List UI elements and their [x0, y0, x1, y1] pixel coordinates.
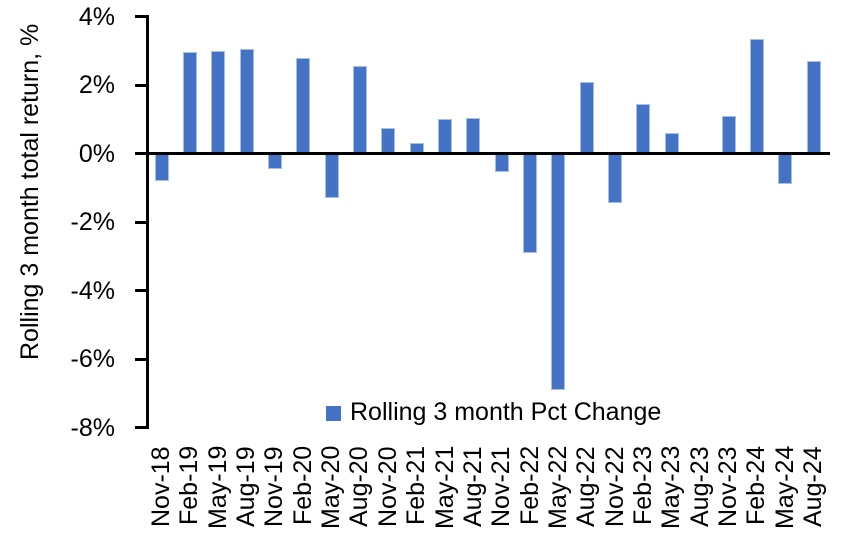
x-tick-label: Nov-22 [600, 446, 629, 527]
y-tick-label: -8% [70, 413, 115, 442]
x-tick-label: Nov-18 [147, 446, 175, 527]
bar [182, 52, 197, 154]
x-tick-label: Nov-19 [260, 446, 289, 527]
bar [239, 49, 254, 154]
bar [806, 61, 821, 154]
y-tick-label: 4% [78, 2, 115, 31]
bar [381, 127, 396, 154]
x-tick-label: May-19 [203, 445, 232, 529]
bar [267, 153, 282, 169]
bar [608, 153, 623, 204]
x-tick-label: Nov-21 [487, 446, 516, 527]
y-tick-mark [135, 83, 146, 87]
bar [438, 119, 452, 154]
y-tick-mark [135, 220, 146, 224]
x-tick-label: Feb-21 [402, 445, 431, 525]
y-tick-label: 0% [78, 139, 115, 168]
y-tick-label: -4% [70, 276, 115, 305]
bar [494, 153, 509, 173]
x-tick-label: Feb-23 [628, 445, 657, 525]
x-tick-label: Nov-23 [714, 446, 742, 527]
x-tick-label: May-22 [543, 445, 572, 529]
bar [466, 117, 481, 154]
legend-label: Rolling 3 month Pct Change [350, 398, 662, 426]
bar [636, 103, 651, 154]
y-tick-mark [135, 15, 146, 18]
y-tick-mark [135, 152, 146, 155]
y-tick-mark [135, 426, 146, 429]
bar [778, 153, 793, 185]
x-tick-label: Feb-24 [742, 445, 771, 525]
legend: Rolling 3 month Pct Change [326, 398, 661, 427]
y-tick-label: 2% [78, 71, 115, 99]
bar [749, 38, 764, 154]
bar [211, 50, 226, 154]
x-tick-label: Feb-22 [515, 445, 544, 525]
x-tick-label: Aug-24 [799, 446, 828, 527]
bar [523, 153, 538, 253]
y-tick-mark [135, 357, 146, 361]
y-axis-line [146, 15, 149, 429]
x-tick-label: Feb-20 [288, 445, 317, 525]
x-tick-label: May-20 [317, 445, 346, 529]
bar [352, 66, 367, 154]
bar [579, 81, 594, 154]
x-axis-zero-line [146, 152, 830, 155]
x-tick-label: Nov-20 [373, 446, 402, 527]
y-tick-mark [135, 289, 146, 292]
bar [296, 57, 311, 154]
x-tick-label: May-21 [430, 445, 459, 529]
x-tick-label: Aug-22 [572, 446, 601, 527]
x-tick-label: Aug-21 [458, 446, 487, 527]
bar [154, 153, 169, 181]
x-tick-label: Feb-19 [175, 445, 204, 525]
y-tick-label: -6% [70, 345, 115, 373]
bar [664, 132, 679, 154]
x-tick-label: May-24 [770, 445, 799, 529]
x-tick-label: May-23 [657, 445, 686, 529]
bar [551, 153, 566, 390]
y-tick-label: -2% [70, 208, 115, 236]
x-tick-label: Aug-20 [345, 446, 374, 527]
x-tick-label: Aug-19 [232, 446, 261, 527]
x-tick-label: Aug-23 [685, 446, 714, 527]
bar [324, 153, 339, 199]
legend-marker-icon [326, 406, 341, 421]
bar [721, 115, 736, 154]
